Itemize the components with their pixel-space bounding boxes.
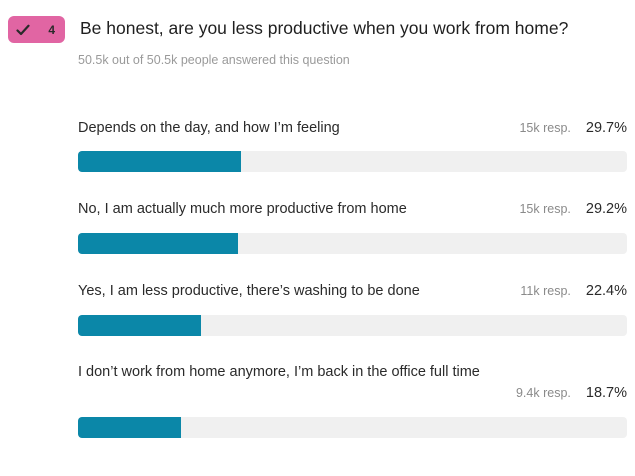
answered-badge[interactable]: 4 [8, 16, 65, 43]
option-label: Yes, I am less productive, there’s washi… [78, 283, 420, 299]
option-percent: 29.2% [585, 201, 627, 217]
option-percent: 29.7% [585, 120, 627, 136]
option-bar-track [78, 151, 627, 172]
checkmark-icon [16, 24, 30, 36]
option-stats: 11k resp. 22.4% [520, 283, 627, 299]
option-responses: 11k resp. [520, 284, 571, 298]
option-responses: 9.4k resp. [515, 386, 571, 400]
answered-count: 50.5k out of 50.5k people answered this … [78, 53, 350, 67]
option-bar-track [78, 417, 627, 438]
option-percent: 18.7% [585, 385, 627, 401]
option-stats: 15k resp. 29.2% [519, 201, 627, 217]
badge-count: 4 [48, 22, 55, 37]
option-percent: 22.4% [585, 283, 627, 299]
option-label: No, I am actually much more productive f… [78, 201, 407, 217]
option-stats: 9.4k resp. 18.7% [516, 385, 627, 401]
option-responses: 15k resp. [519, 121, 571, 135]
option-bar-fill [78, 151, 242, 172]
option-bar-fill [78, 233, 239, 254]
option-responses: 15k resp. [519, 202, 571, 216]
option-bar-track [78, 315, 627, 336]
poll-question: Be honest, are you less productive when … [80, 18, 569, 38]
option-bar-fill [78, 417, 181, 438]
option-label: Depends on the day, and how I’m feeling [78, 120, 340, 136]
option-label: I don’t work from home anymore, I’m back… [78, 364, 480, 380]
option-stats: 15k resp. 29.7% [519, 120, 627, 136]
option-bar-fill [78, 315, 201, 336]
option-bar-track [78, 233, 627, 254]
